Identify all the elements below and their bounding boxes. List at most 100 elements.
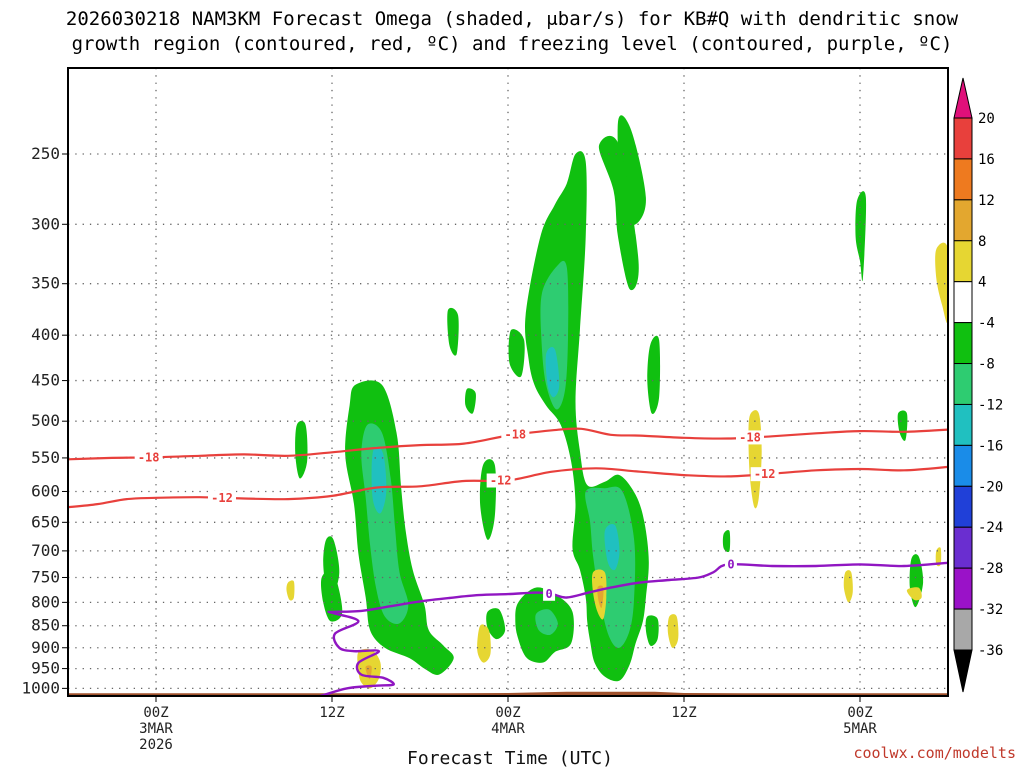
colorbar-label-6: -8 [978, 357, 995, 373]
terrain-shape [68, 691, 948, 696]
omega-region-9 [535, 609, 558, 635]
contour-labels: -18 -18 -18 -12 -12 -12 0 0 [134, 427, 779, 601]
y-tick-label-8: 650 [31, 512, 60, 531]
x-tick-label-2-0: 00Z [495, 705, 520, 721]
omega-region-12 [479, 459, 497, 540]
omega-region-35 [935, 547, 942, 567]
colorbar-label-3: 8 [978, 234, 986, 250]
omega-region-2 [371, 446, 387, 514]
terrain-ground [68, 691, 948, 696]
colorbar-label-13: -36 [978, 643, 1003, 659]
omega-region-0 [345, 380, 454, 675]
y-tick-label-10: 750 [31, 567, 60, 586]
omega-region-22 [897, 410, 908, 441]
omega-region-25 [645, 615, 659, 646]
colorbar-bin-1 [953, 158, 973, 201]
chart-title: 2026030218 NAM3KM Forecast Omega (shaded… [66, 8, 959, 55]
contours [68, 427, 948, 696]
omega-region-24 [722, 529, 731, 553]
colorbar-bin-12 [953, 608, 973, 651]
omega-region-15 [508, 329, 525, 378]
omega-region-26 [935, 242, 948, 323]
x-tick-label-0-1: 3MAR [139, 721, 173, 737]
omega-region-34 [286, 580, 295, 601]
x-tick-label-0-0: 00Z [143, 705, 168, 721]
omega-region-7 [604, 523, 620, 571]
omega-region-6 [545, 346, 560, 398]
x-tick-label-2-1: 4MAR [491, 721, 525, 737]
y-tick-label-4: 450 [31, 371, 60, 390]
omega-region-11 [598, 135, 639, 291]
contour-label-bg-0-1 [501, 427, 530, 442]
colorbar-bin-6 [953, 363, 973, 405]
contour-label-2-0: 0 [545, 587, 552, 601]
y-tick-label-6: 550 [31, 448, 60, 467]
colorbar-bin-0 [953, 117, 973, 160]
colorbar-bin-11 [953, 567, 973, 610]
y-tick-label-14: 950 [31, 659, 60, 678]
x-tick-label-0-2: 2026 [139, 737, 173, 753]
colorbar-label-9: -20 [978, 479, 1003, 495]
colorbar-label-10: -24 [978, 520, 1003, 536]
contour-label-bg-1-1 [486, 473, 515, 488]
y-tick-label-0: 250 [31, 144, 60, 163]
colorbar-bin-9 [953, 485, 973, 528]
contour-label-1-2: -12 [754, 467, 776, 481]
omega-region-30 [477, 624, 491, 663]
contour-label-2-1: 0 [727, 558, 734, 572]
colorbar: 20 16 12 8 4 -4 -8 -12 -16 -20 -24 -28 -32 -36 [953, 77, 1003, 693]
y-tick-label-2: 350 [31, 274, 60, 293]
omega-shading [286, 115, 948, 689]
y-tick-label-9: 700 [31, 541, 60, 560]
contour-label-0-0: -18 [138, 450, 160, 464]
omega-region-21 [855, 191, 867, 282]
contour-label-1-1: -12 [490, 473, 512, 487]
contour-label-1-0: -12 [211, 491, 233, 505]
colorbar-label-5: -4 [978, 316, 995, 332]
omega-region-32 [843, 570, 853, 603]
contour-label-bg-0-0 [134, 450, 163, 465]
credit-text: coolwx.com/modelts [853, 744, 1016, 762]
contour-label-bg-1-0 [208, 490, 236, 505]
y-axis-ticks: 250 300 350 400 450 500 550 600 650 700 750 800 850 9… [21, 144, 68, 697]
x-tick-label-3-0: 12Z [671, 705, 696, 721]
y-tick-label-3: 400 [31, 325, 60, 344]
omega-region-27 [748, 410, 762, 509]
x-tick-label-4-1: 5MAR [843, 721, 877, 737]
contour-label-bg-2-1 [724, 557, 737, 572]
contour-label-bg-2-0 [543, 586, 556, 601]
contour-label-0-2: -18 [739, 430, 761, 444]
colorbar-label-0: 20 [978, 111, 995, 127]
y-tick-label-15: 1000 [21, 678, 60, 697]
omega-region-17 [295, 420, 308, 479]
colorbar-label-1: 16 [978, 152, 995, 168]
omega-region-16 [647, 335, 661, 415]
colorbar-label-2: 12 [978, 193, 995, 209]
contour-line-2 [315, 561, 948, 696]
contour-line-1 [68, 465, 948, 509]
colorbar-label-8: -16 [978, 438, 1003, 454]
colorbar-label-12: -32 [978, 602, 1003, 618]
x-tick-label-4-0: 00Z [847, 705, 872, 721]
contour-label-0-1: -18 [504, 428, 526, 442]
omega-region-14 [447, 307, 459, 356]
contour-line-0 [68, 427, 948, 461]
omega-region-13 [465, 388, 476, 414]
colorbar-label-11: -28 [978, 561, 1003, 577]
y-tick-label-13: 900 [31, 638, 60, 657]
colorbar-bin-3 [953, 240, 973, 283]
contour-label-bg-1-2 [750, 467, 779, 482]
y-tick-label-7: 600 [31, 481, 60, 500]
omega-region-20 [486, 608, 506, 640]
y-tick-label-5: 500 [31, 411, 60, 430]
colorbar-bin-7 [953, 403, 973, 446]
contour-label-bg-0-2 [736, 430, 764, 445]
colorbar-bin-4 [953, 281, 973, 324]
y-tick-label-11: 800 [31, 592, 60, 611]
colorbar-bin-2 [953, 199, 973, 242]
gridlines [68, 68, 948, 696]
colorbar-bin-5 [953, 322, 973, 365]
